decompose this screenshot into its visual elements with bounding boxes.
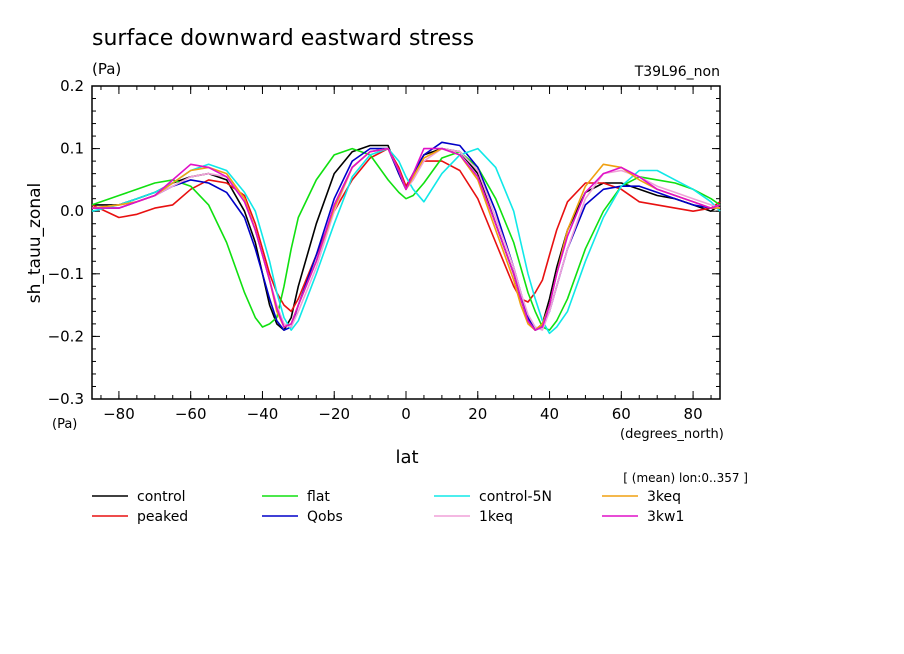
x-tick-label: 20 [468, 405, 487, 423]
series-line-3kw1 [92, 147, 721, 331]
plot-area [91, 85, 721, 400]
x-tick-label: 60 [612, 405, 631, 423]
y-tick-label: −0.2 [48, 327, 84, 345]
run-label: T39L96_non [634, 64, 720, 80]
chart-title: surface downward eastward stress [92, 26, 474, 51]
x-tick-label: 80 [684, 405, 703, 423]
legend-label-flat: flat [307, 489, 330, 505]
y-axis-label: sh_tauu_zonal [25, 183, 45, 304]
series-line-flat [91, 147, 721, 331]
plot-frame [91, 85, 721, 400]
y-tick-label: 0.0 [60, 202, 84, 220]
x-tick-label: 0 [401, 405, 411, 423]
x-tick-labels: −80 −60 −40 −20 0 20 40 60 80 [103, 405, 703, 423]
legend: control peaked flat Qobs control-5N 1keq 3keq 3… [92, 489, 684, 525]
x-tick-label: 40 [540, 405, 559, 423]
x-axis-label: lat [395, 447, 418, 468]
y-tick-label: −0.3 [48, 390, 84, 408]
legend-label-1keq: 1keq [479, 509, 513, 525]
legend-label-control-5n: control-5N [479, 489, 552, 505]
x-tick-label: −60 [175, 405, 207, 423]
axis-ticks [92, 85, 720, 400]
y-axis-units: (Pa) [52, 417, 77, 432]
x-tick-label: −40 [247, 405, 279, 423]
y-tick-labels: −0.3 −0.2 −0.1 0.0 0.1 0.2 [48, 77, 84, 408]
title-units: (Pa) [92, 60, 121, 78]
series-line-control-5n [91, 147, 721, 335]
legend-label-peaked: peaked [137, 509, 188, 525]
legend-label-qobs: Qobs [307, 509, 343, 525]
legend-label-control: control [137, 489, 186, 505]
legend-label-3keq: 3keq [647, 489, 681, 505]
averaging-note: [ (mean) lon:0..357 ] [623, 471, 748, 485]
y-tick-label: 0.2 [60, 77, 84, 95]
x-tick-label: −80 [103, 405, 135, 423]
series-lines [91, 141, 721, 335]
x-tick-label: −20 [318, 405, 350, 423]
legend-label-3kw1: 3kw1 [647, 509, 684, 525]
y-tick-label: −0.1 [48, 265, 84, 283]
y-tick-label: 0.1 [60, 140, 84, 158]
x-axis-units: (degrees_north) [620, 427, 724, 442]
